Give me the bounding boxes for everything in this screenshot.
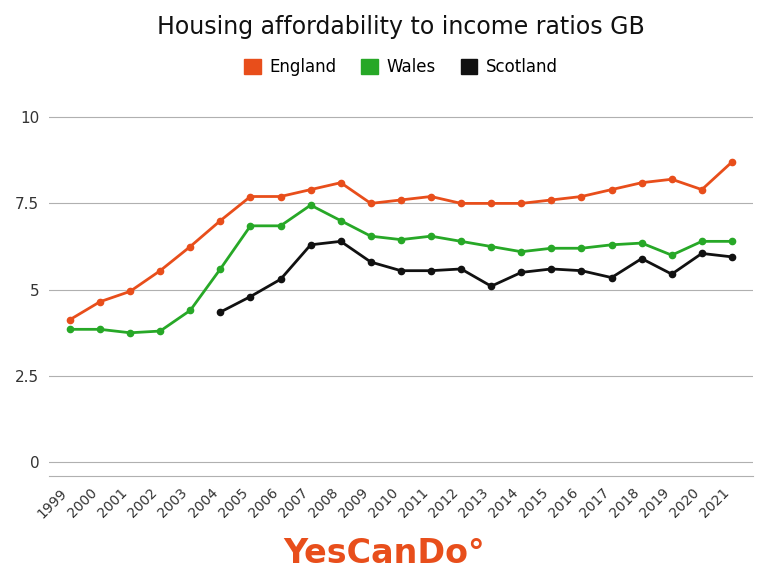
Title: Housing affordability to income ratios GB: Housing affordability to income ratios G… bbox=[157, 15, 645, 39]
Legend: England, Wales, Scotland: England, Wales, Scotland bbox=[237, 51, 564, 83]
Text: YesCanDo°: YesCanDo° bbox=[283, 537, 485, 570]
